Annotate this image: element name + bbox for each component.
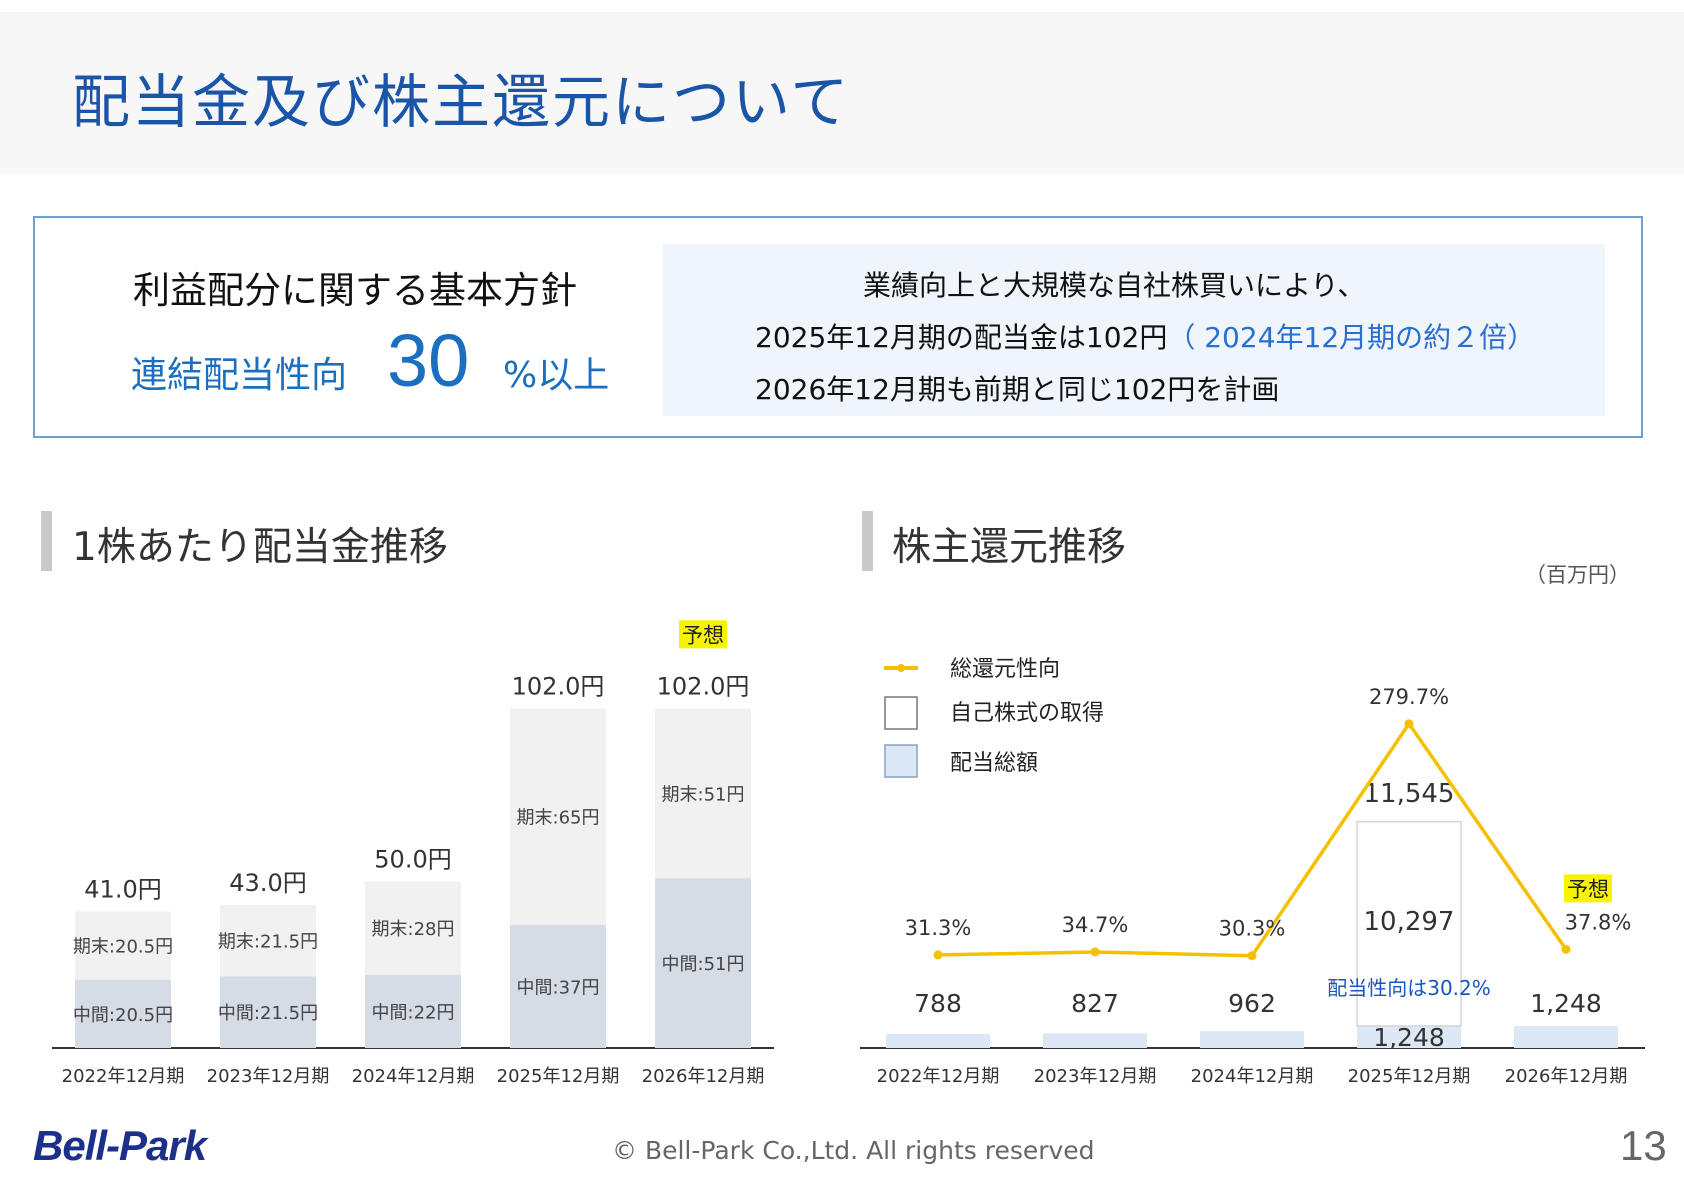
policy-heading: 利益配分に関する基本方針 (133, 269, 577, 312)
bar-interim (220, 976, 316, 1048)
bar-interim-label: 中間:22円 (372, 1002, 455, 1023)
bar-interim-label: 中間:21.5円 (218, 1003, 318, 1024)
x-tick-label: 2023年12月期 (1034, 1066, 1157, 1087)
shareholder-return-title: 株主還元推移 (892, 525, 1127, 570)
bar-interim (75, 979, 171, 1048)
bar-dividend-label: 788 (914, 989, 962, 1018)
bar-dividend-total (1357, 1025, 1461, 1048)
x-tick-label: 2025年12月期 (1348, 1066, 1471, 1087)
bar-year-end (655, 708, 751, 879)
policy-message-line-2: 2025年12月期の配当金は102円（ 2024年12月期の約２倍） (755, 316, 1535, 356)
total-payout-ratio-label: 279.7% (1369, 685, 1449, 709)
forecast-label: 予想 (682, 623, 724, 647)
right-section-bar (862, 511, 873, 571)
forecast-highlight (1564, 874, 1612, 903)
legend-label: 自己株式の取得 (950, 701, 1104, 726)
header-band (0, 12, 1684, 174)
total-payout-ratio-point (1404, 719, 1414, 729)
total-payout-ratio-label: 31.3% (905, 916, 972, 940)
dividend-per-share-chart: 中間:20.5円 期末:20.5円 41.0円 2022年12月期 中間:21.5円 期末… (40, 590, 840, 1100)
payout-ratio-label: 連結配当性向 (131, 355, 348, 396)
bar-interim-label: 中間:20.5円 (73, 1005, 173, 1026)
bar-year-end (365, 881, 461, 975)
legend-buyback-swatch (884, 696, 918, 730)
bar-year-end-label: 期末:20.5円 (73, 937, 173, 958)
left-section-bar (41, 511, 52, 571)
bar-interim-label: 中間:37円 (517, 977, 600, 998)
payout-note: 配当性向は30.2% (1327, 976, 1491, 1000)
total-payout-ratio-label: 30.3% (1219, 917, 1286, 941)
x-tick-label: 2022年12月期 (62, 1066, 185, 1087)
unit-label: （百万円） (1525, 563, 1630, 587)
x-tick-label: 2024年12月期 (1191, 1066, 1314, 1087)
x-tick-label: 2026年12月期 (642, 1066, 765, 1087)
bar-interim-label: 中間:51円 (662, 954, 745, 975)
total-payout-ratio-label: 37.8% (1565, 910, 1632, 934)
total-payout-ratio-point (933, 950, 943, 960)
copyright: © Bell-Park Co.,Ltd. All rights reserved (612, 1136, 1095, 1165)
x-tick-label: 2024年12月期 (352, 1066, 475, 1087)
shareholder-return-chart: （百万円） 総還元性向自己株式の取得 配当総額 788 2022年12月期 827 2023… (860, 563, 1650, 1100)
page-title: 配当金及び株主還元について (72, 68, 851, 136)
bar-year-end-label: 期末:28円 (372, 919, 455, 940)
bar-total-label: 11,545 (1364, 779, 1455, 809)
policy-box: 利益配分に関する基本方針 連結配当性向 30 %以上 業績向上と大規模な自社株買… (33, 216, 1643, 438)
x-tick-label: 2026年12月期 (1505, 1066, 1628, 1087)
logo-graphic: Bell-Park (33, 1122, 211, 1169)
bar-interim (510, 924, 606, 1048)
bar-dividend-total (1043, 1033, 1147, 1048)
x-tick-label: 2022年12月期 (877, 1066, 1000, 1087)
bar-dividend-label: 827 (1071, 989, 1119, 1018)
total-payout-ratio-point (1247, 951, 1257, 961)
bar-total-label: 50.0円 (374, 846, 451, 874)
total-payout-ratio-point (1561, 944, 1571, 954)
bar-year-end (510, 708, 606, 925)
bar-dividend-label: 962 (1228, 989, 1276, 1018)
legend-label: 配当総額 (950, 751, 1038, 776)
bar-year-end (75, 911, 171, 980)
legend-label: 総還元性向 (950, 657, 1060, 682)
bar-year-end-label: 期末:21.5円 (218, 932, 318, 953)
bar-year-end-label: 期末:65円 (517, 808, 600, 829)
policy-message-line-1: 業績向上と大規模な自社株買いにより、 (863, 269, 1366, 302)
bar-interim (365, 974, 461, 1048)
policy-message-line-2-main: 2025年12月期の配当金は102円 (755, 321, 1168, 354)
forecast-label: 予想 (1567, 877, 1609, 901)
payout-ratio-target: 連結配当性向 30 %以上 (131, 318, 609, 402)
x-tick-label: 2023年12月期 (207, 1066, 330, 1087)
total-payout-ratio-label: 34.7% (1062, 913, 1129, 937)
total-payout-ratio-point (1090, 947, 1100, 957)
page-number: 13 (1620, 1122, 1667, 1169)
forecast-highlight (679, 620, 727, 649)
bar-dividend-label: 1,248 (1530, 989, 1602, 1018)
bar-total-label: 43.0円 (229, 869, 306, 897)
bar-buyback-label: 10,297 (1364, 907, 1455, 937)
policy-message-line-3: 2026年12月期も前期と同じ102円を計画 (755, 373, 1280, 406)
payout-ratio-suffix: %以上 (503, 355, 610, 396)
bar-dividend-total (886, 1034, 990, 1048)
dividend-per-share-title: 1株あたり配当金推移 (72, 525, 448, 570)
bell-park-logo: Bell-Park (33, 1120, 263, 1170)
legend-dividend-swatch (884, 744, 918, 778)
policy-message-line-2-note: （ 2024年12月期の約２倍） (1167, 321, 1536, 354)
bar-dividend-total (1514, 1025, 1618, 1048)
bar-total-label: 102.0円 (512, 672, 605, 700)
bar-year-end (220, 904, 316, 977)
dividend-per-share-svg: 中間:20.5円期末:20.5円41.0円2022年12月期中間:21.5円期末… (52, 620, 774, 1087)
bar-total-label: 41.0円 (84, 875, 161, 903)
bar-buyback (1356, 821, 1462, 1027)
logo-wordmark: Bell-Park (33, 1122, 210, 1169)
bar-interim (655, 878, 751, 1048)
bar-year-end-label: 期末:51円 (662, 784, 745, 805)
x-tick-label: 2025年12月期 (497, 1066, 620, 1087)
bar-total-label: 102.0円 (657, 672, 750, 700)
bar-dividend-total (1200, 1030, 1304, 1048)
bar-dividend-label: 1,248 (1373, 1023, 1445, 1052)
legend-line-marker (897, 664, 905, 672)
policy-message: 業績向上と大規模な自社株買いにより、 2025年12月期の配当金は102円（ 2… (663, 244, 1605, 416)
payout-ratio-value: 30 (387, 319, 470, 402)
